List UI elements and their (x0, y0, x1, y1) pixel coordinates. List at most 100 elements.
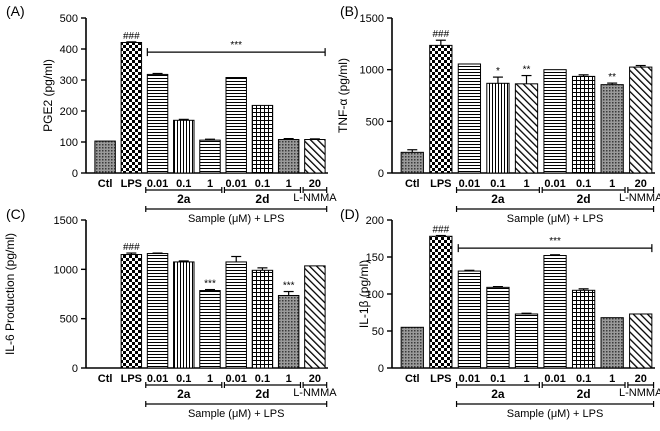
x-tick-label: LPS (121, 373, 142, 385)
x-tick-label: 20 (309, 373, 321, 385)
y-tick-label: 300 (60, 75, 78, 87)
panel-label: (A) (6, 3, 25, 19)
x-tick-label: 1 (286, 178, 292, 190)
y-axis-label: IL-1β (pg/ml) (357, 260, 371, 328)
bar (543, 255, 567, 369)
panel-label: (C) (6, 206, 25, 222)
x-tick-label: 1 (609, 373, 615, 385)
y-tick-label: 0 (378, 363, 384, 375)
y-tick-label: 150 (366, 252, 384, 264)
y-tick-label: 100 (366, 289, 384, 301)
y-tick-label: 0 (72, 363, 78, 375)
bar (277, 294, 300, 369)
y-tick-label: 1000 (360, 65, 384, 77)
y-tick-label: 1500 (360, 13, 384, 25)
significance-label: *** (204, 279, 216, 290)
group-label: 2d (577, 387, 591, 401)
y-axis-label: IL-6 Production (pg/ml) (3, 233, 17, 355)
y-tick-label: 200 (60, 106, 78, 118)
x-tick-label: 0.01 (459, 373, 480, 385)
y-tick-label: 500 (60, 314, 78, 326)
significance-label: *** (283, 281, 295, 292)
y-tick-label: 100 (60, 137, 78, 149)
x-tick-label: 0.1 (176, 373, 191, 385)
bar (120, 41, 143, 174)
x-tick-label: 0.1 (255, 373, 270, 385)
bar (304, 139, 326, 174)
bar (457, 63, 482, 174)
bar (146, 73, 169, 174)
bar (571, 75, 596, 174)
bar (277, 139, 300, 174)
significance-label: ### (432, 29, 449, 40)
y-tick-label: 400 (60, 44, 78, 56)
x-tick-label: Ctl (98, 373, 113, 385)
bar (251, 104, 274, 174)
bar (457, 270, 482, 369)
significance-label: ### (432, 225, 449, 236)
bar (304, 265, 326, 369)
y-tick-label: 1000 (54, 264, 78, 276)
x-tick-label: 0.1 (576, 373, 591, 385)
x-tick-label: Ctl (405, 373, 420, 385)
x-tick-label: Ctl (405, 178, 420, 190)
x-tick-label: 20 (309, 178, 321, 190)
bar (120, 254, 143, 369)
bar (629, 313, 653, 369)
bar (514, 313, 539, 369)
bar (486, 286, 510, 369)
bar (514, 83, 539, 174)
bar (199, 139, 221, 174)
y-tick-label: 50 (372, 326, 384, 338)
y-tick-label: 500 (366, 116, 384, 128)
bar (486, 82, 510, 174)
panel-c: (C) IL-6 Production (pg/ml) 0 500 1000 1500 Ct… (3, 206, 337, 420)
significance-label: ### (123, 242, 140, 253)
x-tick-label: 1 (207, 373, 213, 385)
group-label: 2a (177, 192, 191, 206)
group-label: L-NMMA (293, 387, 337, 399)
y-tick-label: 0 (378, 168, 384, 180)
x-tick-label: Ctl (98, 178, 113, 190)
group-label: L-NMMA (619, 387, 660, 399)
x-tick-label: 0.01 (459, 178, 480, 190)
y-axis-label: PGE2 (pg/ml) (41, 59, 55, 132)
bracket-label: *** (230, 40, 242, 51)
footer-label: Sample (μM) + LPS (507, 213, 604, 225)
panel-d: (D) IL-1β (pg/ml) 0 50 100 150 200 Ctl LPS 0.01 0.… (340, 206, 660, 420)
bar (251, 269, 274, 369)
bar (571, 289, 596, 369)
x-tick-label: 1 (207, 178, 213, 190)
footer-label: Sample (μM) + LPS (188, 408, 285, 420)
x-tick-label: 0.01 (544, 373, 565, 385)
footer-label: Sample (μM) + LPS (188, 213, 285, 225)
bar (600, 317, 624, 369)
x-tick-label: 1 (609, 178, 615, 190)
y-tick-label: 500 (60, 13, 78, 25)
bar (94, 140, 116, 174)
x-tick-label: 0.1 (255, 178, 270, 190)
footer-label: Sample (μM) + LPS (507, 408, 604, 420)
bar (199, 290, 221, 369)
significance-label: ### (123, 31, 140, 42)
x-tick-label: 20 (635, 373, 647, 385)
x-tick-label: 0.01 (147, 178, 168, 190)
bar (600, 84, 624, 174)
x-tick-label: 1 (286, 373, 292, 385)
group-label: L-NMMA (619, 192, 660, 204)
y-axis-label: TNF-α (pg/ml) (336, 58, 350, 133)
y-tick-label: 1500 (54, 215, 78, 227)
bar (400, 151, 424, 174)
x-tick-label: 0.01 (226, 373, 247, 385)
bar (429, 235, 453, 369)
x-tick-label: 0.1 (176, 178, 191, 190)
group-label: 2d (255, 387, 269, 401)
bracket-label: *** (549, 236, 561, 247)
group-label: 2a (177, 387, 191, 401)
x-tick-label: 20 (635, 178, 647, 190)
panel-b: (B) TNF-α (pg/ml) 0 500 1000 1500 Ctl LPS 0.01 0.… (336, 3, 660, 225)
y-tick-label: 0 (72, 168, 78, 180)
bar (543, 69, 567, 174)
significance-label: * (496, 66, 500, 77)
